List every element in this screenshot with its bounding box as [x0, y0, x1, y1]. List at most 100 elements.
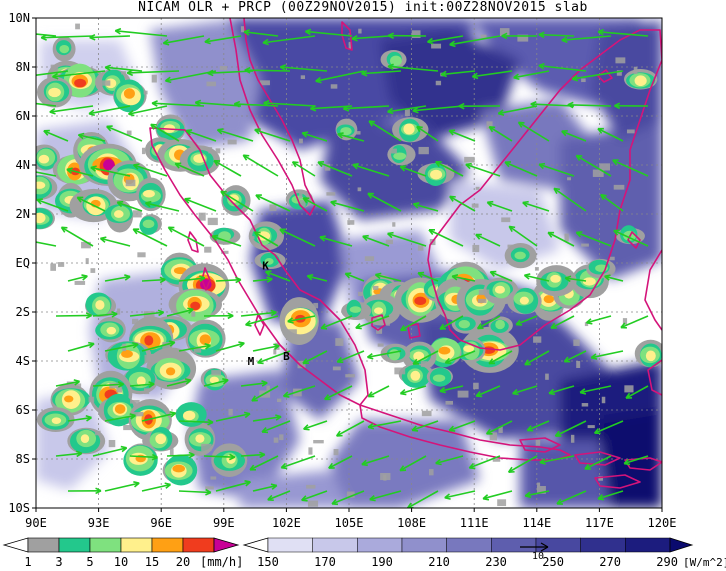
light-rain-patch	[300, 200, 306, 207]
colorbar-swatch	[357, 537, 403, 553]
precip-contour	[349, 306, 362, 313]
light-rain-patch	[269, 204, 277, 211]
wind-vector	[244, 66, 291, 74]
colorbar-swatch	[151, 537, 184, 553]
precip-cell	[634, 339, 662, 368]
light-rain-patch	[457, 390, 469, 398]
precip-cell	[162, 454, 198, 486]
wind-vector	[104, 64, 143, 72]
station-label: M	[248, 355, 255, 368]
precip-contour	[59, 44, 70, 54]
wind-vector	[92, 381, 124, 388]
wind-vector	[355, 315, 390, 330]
wind-vector	[331, 490, 365, 506]
wind-vector	[451, 274, 476, 282]
precip-contour	[519, 296, 529, 305]
vector-reference-label: 10	[532, 551, 544, 562]
wind-vector	[330, 200, 365, 212]
wind-vector	[203, 312, 234, 320]
light-rain-patch	[193, 346, 202, 353]
precipitation-unit: [mm/h]	[200, 555, 243, 569]
light-rain-patch	[581, 78, 586, 83]
light-rain-patch	[143, 90, 148, 95]
wind-vector	[245, 315, 279, 327]
station-label: K	[262, 259, 269, 272]
wind-vector	[590, 350, 624, 360]
wind-vector	[282, 385, 316, 398]
light-rain-patch	[259, 80, 270, 86]
wind-vector	[538, 62, 587, 72]
light-rain-patch	[454, 276, 461, 283]
light-rain-patch	[109, 382, 119, 389]
wind-vector	[279, 228, 316, 247]
precip-cell	[146, 347, 197, 390]
precipitation-colorbar: 1 3 5 10 15 20	[2, 537, 240, 569]
wind-vector	[351, 35, 390, 42]
wind-vector	[92, 445, 128, 457]
light-rain-patch	[570, 434, 575, 443]
light-rain-patch	[198, 212, 206, 221]
colorbar-swatch	[267, 537, 313, 553]
wind-vector	[575, 154, 612, 177]
wind-vector	[49, 105, 94, 115]
wind-vector	[162, 35, 205, 46]
light-rain-patch	[300, 75, 306, 79]
light-rain-patch	[435, 80, 442, 86]
wind-vector	[417, 271, 439, 282]
wind-vector	[267, 490, 291, 502]
colorbar-label: 3	[55, 555, 62, 569]
wind-vector	[440, 70, 476, 78]
olr-unit: [W/m^2]	[683, 556, 726, 569]
wind-vector	[324, 385, 353, 401]
colorbar-swatch	[58, 537, 91, 553]
lat-tick-label: EQ	[16, 256, 30, 270]
wind-vector	[114, 27, 168, 37]
precip-cell	[341, 299, 372, 321]
precip-cell	[426, 367, 453, 387]
precip-contour	[36, 181, 46, 189]
colorbar-label: 1	[24, 555, 31, 569]
light-rain-patch	[386, 319, 390, 326]
light-rain-patch	[498, 426, 503, 433]
wind-vector	[604, 274, 624, 282]
wind-vector	[449, 195, 476, 212]
light-rain-patch	[624, 385, 634, 393]
wind-vector	[60, 226, 94, 247]
colorbar-label: 290	[656, 555, 678, 569]
precip-cell	[123, 443, 158, 476]
precip-cell	[209, 227, 241, 245]
wind-vector	[67, 341, 95, 352]
light-rain-patch	[587, 425, 595, 429]
wind-vector	[399, 315, 427, 332]
light-rain-patch	[132, 411, 144, 417]
wind-vector	[556, 490, 587, 505]
light-rain-patch	[564, 233, 569, 242]
colorbar-swatch	[625, 537, 671, 553]
wind-vector	[512, 385, 538, 396]
light-rain-patch	[228, 408, 233, 416]
light-rain-patch	[116, 386, 123, 393]
precip-contour	[543, 295, 555, 304]
wind-vector	[488, 350, 513, 365]
wind-vector	[352, 163, 390, 177]
wind-vector	[412, 202, 439, 212]
light-rain-patch	[141, 147, 146, 155]
colorbar-label: 190	[371, 555, 393, 569]
precip-cell	[380, 343, 411, 364]
precip-cell	[507, 287, 542, 315]
light-rain-patch	[376, 327, 383, 334]
precip-contour	[48, 87, 61, 98]
wind-vector	[252, 276, 273, 283]
precip-cell	[36, 144, 60, 171]
precip-contour	[209, 376, 219, 384]
wind-vector	[287, 315, 316, 324]
wind-vector	[104, 481, 140, 492]
wind-vector	[89, 33, 131, 41]
wind-vector	[92, 310, 118, 318]
light-rain-patch	[211, 370, 222, 376]
wind-vector	[489, 270, 513, 282]
wind-vector	[344, 272, 365, 282]
wind-vector	[399, 385, 427, 396]
precipitation-field	[36, 23, 662, 507]
